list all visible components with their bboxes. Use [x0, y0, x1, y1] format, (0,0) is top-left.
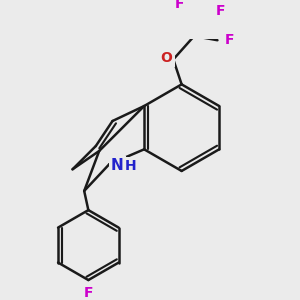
Text: F: F — [174, 0, 184, 11]
Text: F: F — [216, 4, 226, 18]
Text: O: O — [161, 51, 172, 65]
Text: N: N — [111, 158, 124, 173]
Text: H: H — [125, 159, 136, 173]
Text: F: F — [224, 33, 234, 47]
Text: F: F — [84, 286, 93, 300]
